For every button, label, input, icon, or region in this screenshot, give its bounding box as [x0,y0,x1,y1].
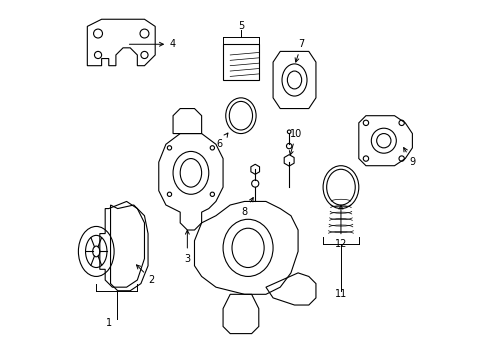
Text: 11: 11 [334,289,346,299]
Text: 5: 5 [237,21,244,31]
Text: 2: 2 [136,265,154,285]
Text: 9: 9 [403,148,415,167]
Text: 7: 7 [295,39,304,62]
Text: 10: 10 [289,129,302,155]
Bar [223,44,258,80]
Text: 8: 8 [241,198,253,217]
Text: 3: 3 [184,230,190,264]
Text: 12: 12 [334,205,346,249]
Text: 1: 1 [105,318,112,328]
Text: 6: 6 [216,133,227,149]
Text: 4: 4 [129,39,176,49]
